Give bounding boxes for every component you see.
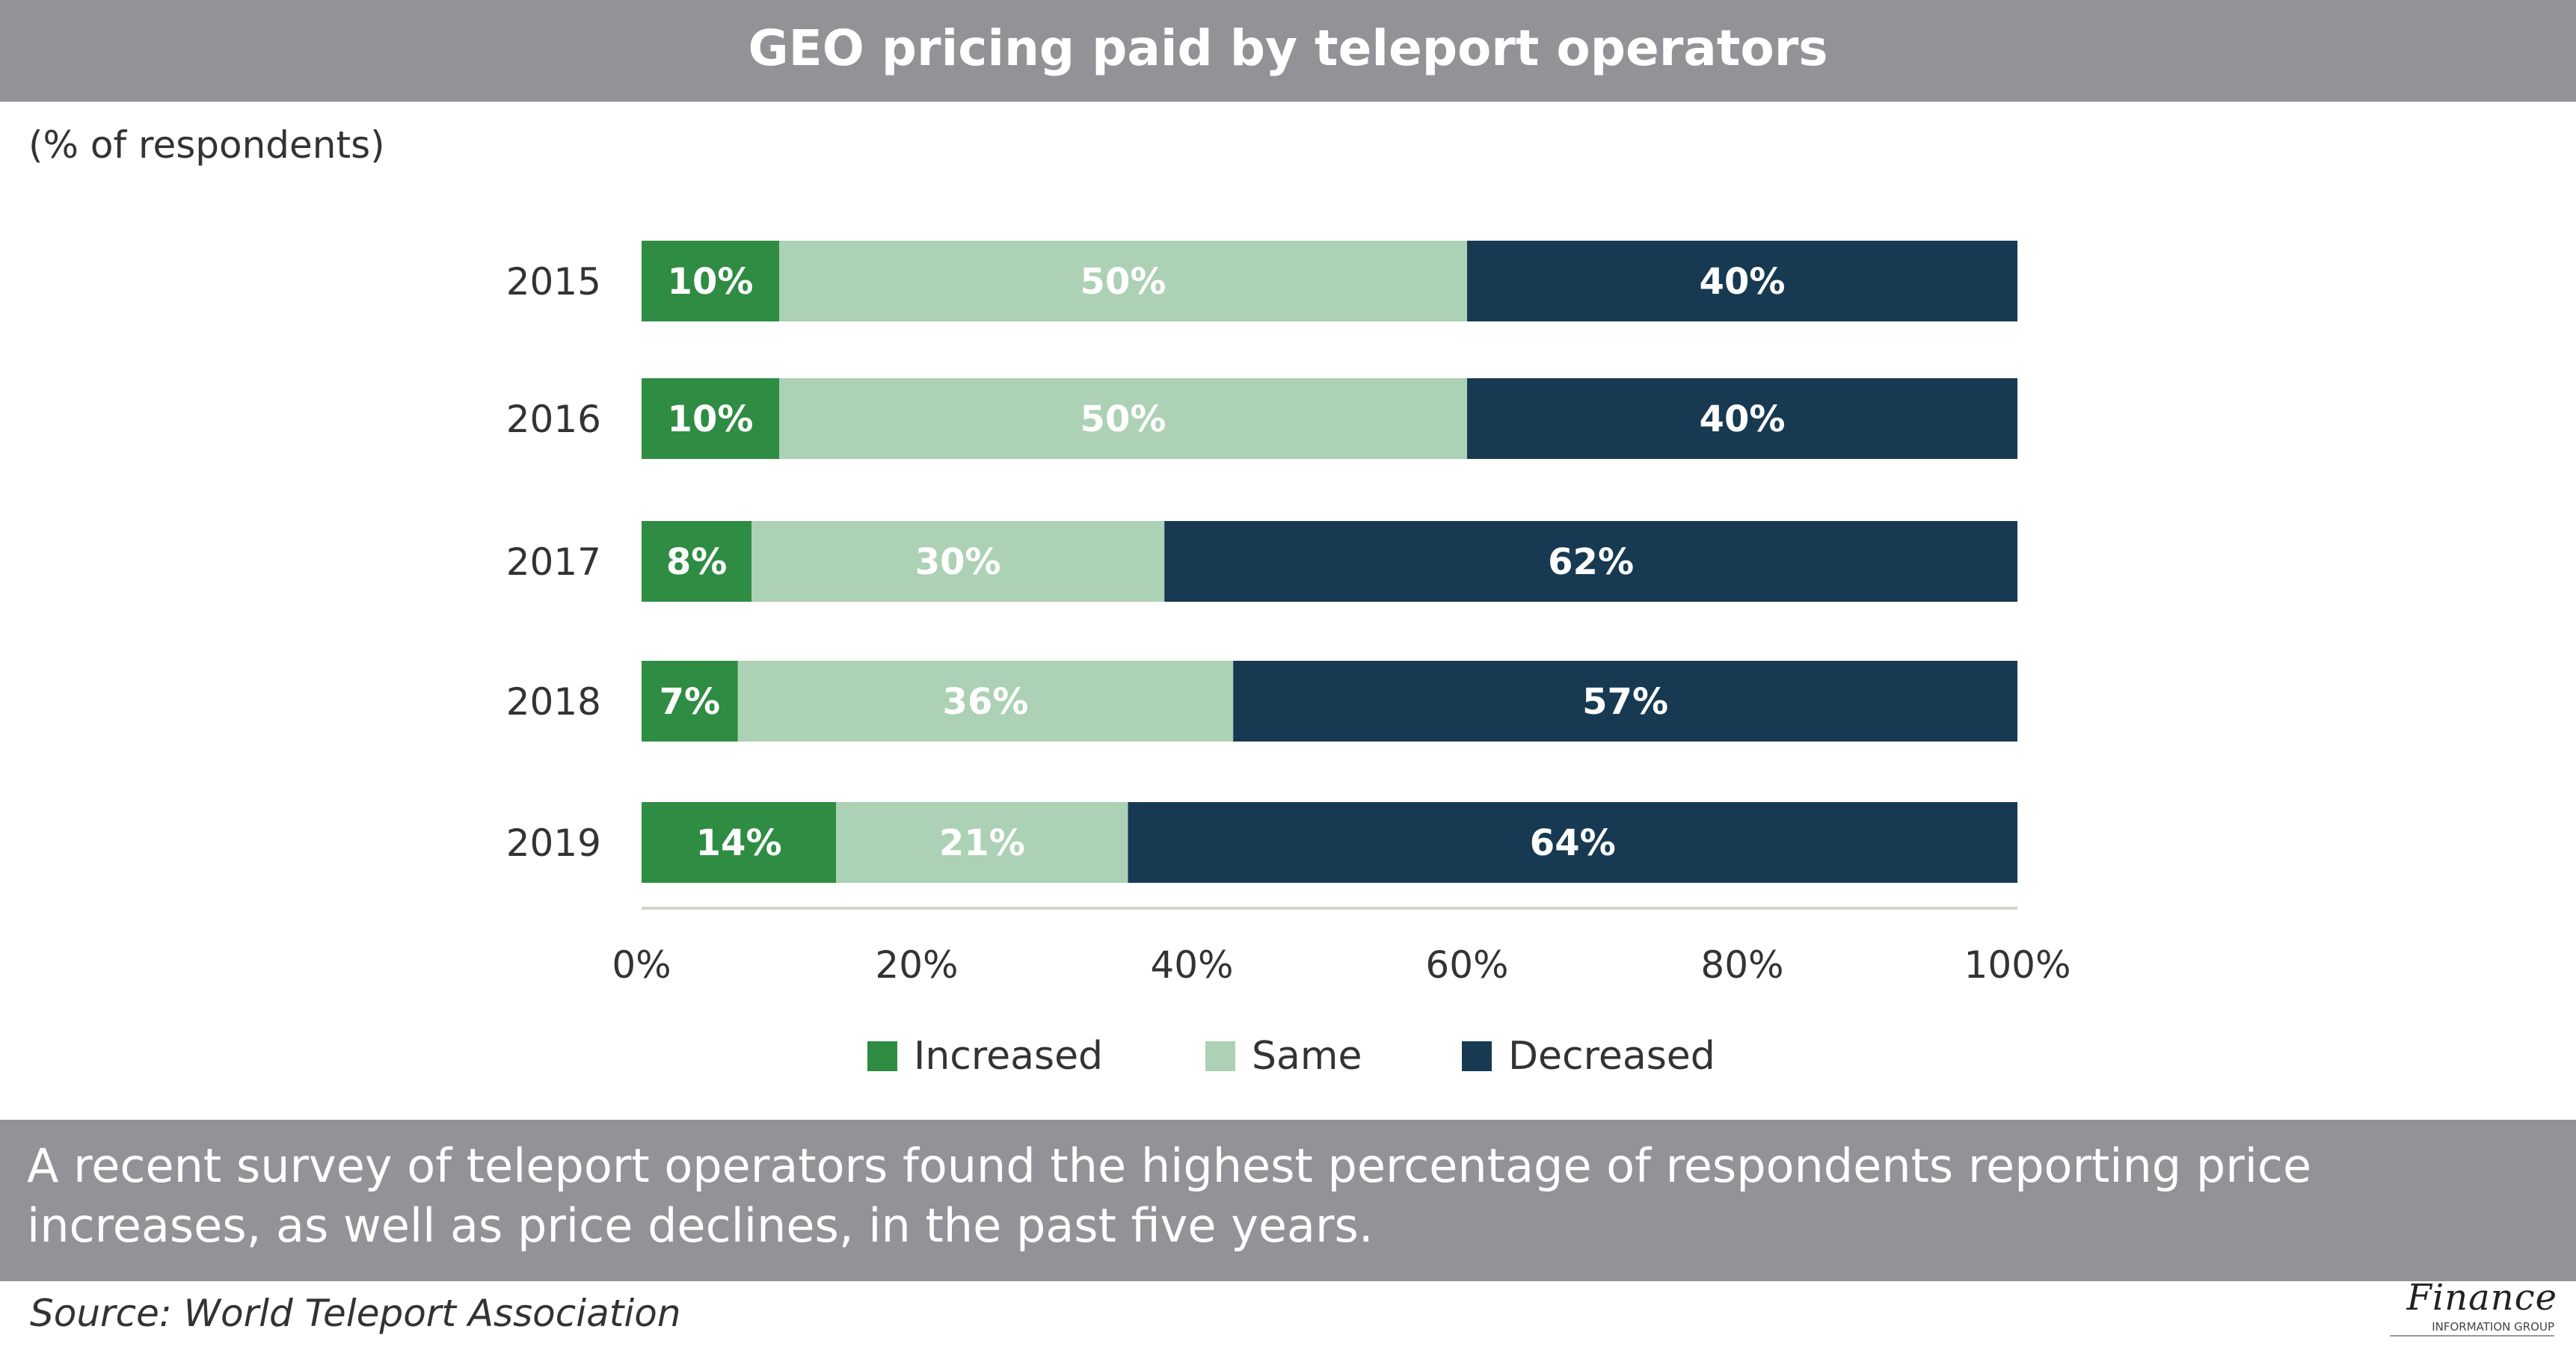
- x-tick-label: 20%: [875, 943, 958, 987]
- legend-label: Increased: [914, 1034, 1103, 1079]
- data-label: 36%: [943, 681, 1029, 723]
- category-label: 2019: [506, 822, 601, 865]
- bar-same: [751, 521, 1165, 602]
- bar-increased: [642, 378, 779, 459]
- data-label: 40%: [1700, 261, 1786, 303]
- caption: A recent survey of teleport operators fo…: [0, 1120, 2576, 1281]
- finance-logo: Finance INFORMATION GROUP: [2378, 1277, 2557, 1338]
- bar-decreased: [1233, 661, 2017, 742]
- logo-main-text: Finance: [2406, 1277, 2557, 1319]
- legend-label: Same: [1252, 1034, 1362, 1079]
- bar-same: [779, 378, 1467, 459]
- data-label: 14%: [696, 822, 782, 864]
- legend-swatch: [867, 1041, 897, 1071]
- data-label: 62%: [1548, 541, 1634, 583]
- data-label: 10%: [668, 261, 754, 303]
- bar-decreased: [1467, 241, 2017, 321]
- data-label: 50%: [1080, 261, 1166, 303]
- bar-increased: [642, 802, 837, 883]
- legend-swatch: [1462, 1041, 1492, 1071]
- bar-decreased: [1467, 378, 2017, 459]
- bar-increased: [642, 521, 752, 602]
- bar-decreased: [1164, 521, 2017, 602]
- x-tick-label: 0%: [612, 943, 671, 987]
- logo-underline: [2390, 1335, 2554, 1337]
- data-label: 57%: [1582, 681, 1668, 723]
- data-label: 50%: [1080, 398, 1166, 440]
- category-label: 2015: [506, 260, 601, 303]
- stacked-bar-chart: 2015 10% 50% 40% 2016 10% 50% 40% 2017 8% 30% 62% 20…: [506, 241, 2071, 1079]
- category-label: 2017: [506, 540, 601, 584]
- data-label: 21%: [939, 822, 1025, 864]
- x-tick-label: 60%: [1425, 943, 1508, 987]
- x-tick-label: 80%: [1700, 943, 1783, 987]
- legend-label: Decreased: [1508, 1034, 1715, 1079]
- category-label: 2018: [506, 680, 601, 724]
- legend-swatch: [1205, 1041, 1235, 1071]
- bar-same: [737, 661, 1234, 742]
- bar-decreased: [1128, 802, 2017, 883]
- bar-increased: [642, 241, 779, 321]
- category-label: 2016: [506, 398, 601, 441]
- source-note: Source: World Teleport Association: [30, 1292, 681, 1335]
- unit-label: (% of respondents): [28, 123, 385, 167]
- data-label: 8%: [666, 541, 728, 583]
- bar-increased: [642, 661, 738, 742]
- data-label: 30%: [915, 541, 1001, 583]
- chart-title: GEO pricing paid by teleport operators: [0, 0, 2576, 102]
- data-label: 7%: [660, 681, 721, 723]
- logo-sub-text: INFORMATION GROUP: [2432, 1320, 2554, 1334]
- data-label: 10%: [668, 398, 754, 440]
- data-label: 64%: [1530, 822, 1616, 864]
- x-tick-label: 40%: [1150, 943, 1233, 987]
- data-label: 40%: [1700, 398, 1786, 440]
- bar-same: [779, 241, 1467, 321]
- x-tick-label: 100%: [1964, 943, 2071, 987]
- bar-same: [836, 802, 1128, 883]
